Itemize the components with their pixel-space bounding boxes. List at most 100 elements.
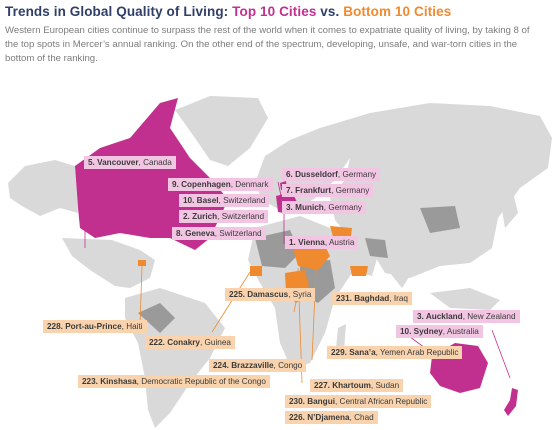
- country: Guinea: [204, 338, 231, 347]
- city: Damascus: [247, 290, 289, 299]
- rank: 5.: [88, 158, 95, 167]
- asia-land: [320, 103, 552, 278]
- rank: 229.: [331, 348, 347, 357]
- country: Germany: [335, 186, 370, 195]
- rank: 223.: [82, 377, 98, 386]
- city: Vancouver: [97, 158, 139, 167]
- label-khartoum: 227. Khartoum, Sudan: [310, 379, 404, 392]
- rank: 10.: [183, 196, 195, 205]
- country: Denmark: [235, 180, 269, 189]
- rank: 226.: [289, 413, 305, 422]
- japan-land: [500, 188, 518, 228]
- label-frankfurt: 7. Frankfurt, Germany: [282, 184, 374, 197]
- label-dusseldorf: 6. Dusseldorf, Germany: [282, 168, 381, 181]
- rank: 3.: [417, 312, 424, 321]
- rank: 231.: [336, 294, 352, 303]
- city: Auckland: [425, 312, 463, 321]
- country: Austria: [328, 238, 355, 247]
- south-america-land: [125, 288, 225, 428]
- city: Frankfurt: [295, 186, 332, 195]
- label-ndjamena: 226. N’Djamena, Chad: [285, 411, 378, 424]
- city: Conakry: [167, 338, 200, 347]
- city: Basel: [196, 196, 219, 205]
- city: Kinshasa: [100, 377, 137, 386]
- country: Switzerland: [219, 229, 262, 238]
- title-prefix: Trends in Global Quality of Living:: [5, 4, 233, 19]
- country: Switzerland: [223, 196, 266, 205]
- rank: 225.: [229, 290, 245, 299]
- city: Zurich: [192, 212, 218, 221]
- country: Sudan: [375, 381, 400, 390]
- central-america-land: [62, 238, 155, 288]
- country: Iraq: [393, 294, 408, 303]
- label-vancouver: 5. Vancouver, Canada: [84, 156, 176, 169]
- rank: 7.: [286, 186, 293, 195]
- label-brazzaville: 224. Brazzaville, Congo: [209, 359, 307, 372]
- label-damascus: 225. Damascus, Syria: [225, 288, 316, 301]
- guinea-highlight: [250, 266, 262, 276]
- yemen-highlight: [350, 266, 368, 276]
- greenland-land: [175, 96, 268, 166]
- label-basel: 10. Basel, Switzerland: [179, 194, 270, 207]
- label-zurich: 2. Zurich, Switzerland: [179, 210, 269, 223]
- country: Syria: [292, 290, 312, 299]
- haiti-highlight: [138, 260, 146, 266]
- rank: 228.: [47, 322, 63, 331]
- title-versus: vs.: [316, 4, 344, 19]
- page-title: Trends in Global Quality of Living: Top …: [5, 4, 451, 19]
- rank: 2.: [183, 212, 190, 221]
- label-copenhagen: 9. Copenhagen, Denmark: [168, 178, 273, 191]
- city: Geneva: [185, 229, 215, 238]
- rank: 8.: [176, 229, 183, 238]
- country: Yemen Arab Republic: [380, 348, 459, 357]
- rank: 3.: [286, 203, 293, 212]
- rank: 230.: [289, 397, 305, 406]
- label-vienna: 1. Vienna, Austria: [285, 236, 359, 249]
- label-port-au-prince: 228. Port-au-Prince, Haiti: [43, 320, 147, 333]
- country: Switzerland: [221, 212, 265, 221]
- rank: 227.: [314, 381, 330, 390]
- rank: 224.: [213, 361, 229, 370]
- country: Germany: [342, 170, 377, 179]
- country: Germany: [328, 203, 363, 212]
- city: Sydney: [413, 327, 443, 336]
- alaska-land: [8, 160, 78, 216]
- city: Copenhagen: [181, 180, 231, 189]
- rank: 6.: [286, 170, 293, 179]
- rank: 9.: [172, 180, 179, 189]
- label-baghdad: 231. Baghdad, Iraq: [332, 292, 412, 305]
- city: Munich: [295, 203, 324, 212]
- city: Brazzaville: [231, 361, 274, 370]
- city: Khartoum: [332, 381, 371, 390]
- label-geneva: 8. Geneva, Switzerland: [172, 227, 266, 240]
- subtitle: Western European cities continue to surp…: [5, 25, 530, 64]
- madagascar-land: [336, 324, 346, 350]
- indonesia-land: [430, 288, 500, 310]
- label-conakry: 222. Conakry, Guinea: [145, 336, 235, 349]
- city: Bangui: [307, 397, 335, 406]
- india-land: [380, 236, 418, 288]
- title-bottom-cities: Bottom 10 Cities: [343, 4, 452, 19]
- label-sydney: 10. Sydney, Australia: [396, 325, 483, 338]
- city: Sana’a: [349, 348, 376, 357]
- label-sanaa: 229. Sana’a, Yemen Arab Republic: [327, 346, 463, 359]
- label-munich: 3. Munich, Germany: [282, 201, 367, 214]
- city: N’Djamena: [307, 413, 350, 422]
- country: Australia: [446, 327, 479, 336]
- country: Canada: [143, 158, 172, 167]
- city: Dusseldorf: [295, 170, 338, 179]
- new-zealand-highlight: [504, 388, 518, 416]
- country: Congo: [278, 361, 303, 370]
- rank: 1.: [289, 238, 296, 247]
- city: Baghdad: [354, 294, 390, 303]
- label-kinshasa: 223. Kinshasa, Democratic Republic of th…: [78, 375, 270, 388]
- label-auckland: 3. Auckland, New Zealand: [413, 310, 520, 323]
- rank: 10.: [400, 327, 412, 336]
- city: Vienna: [298, 238, 325, 247]
- title-top-cities: Top 10 Cities: [232, 4, 317, 19]
- rank: 222.: [149, 338, 165, 347]
- country: Haiti: [126, 322, 143, 331]
- country: Chad: [354, 413, 374, 422]
- country: Democratic Republic of the Congo: [141, 377, 266, 386]
- label-bangui: 230. Bangui, Central African Republic: [285, 395, 432, 408]
